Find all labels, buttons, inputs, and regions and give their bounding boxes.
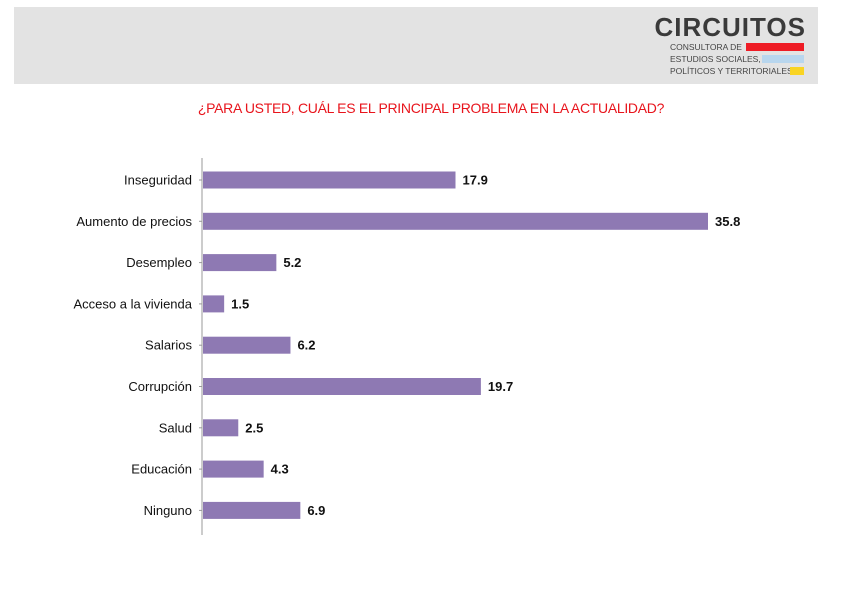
logo-line-2: ESTUDIOS SOCIALES, bbox=[670, 54, 761, 64]
bar bbox=[203, 336, 291, 354]
value-label: 1.5 bbox=[231, 296, 249, 311]
bar bbox=[203, 254, 277, 272]
category-label: Salud bbox=[159, 420, 192, 435]
value-label: 19.7 bbox=[488, 379, 513, 394]
value-label: 5.2 bbox=[283, 255, 301, 270]
category-label: Inseguridad bbox=[124, 173, 192, 188]
category-label: Aumento de precios bbox=[76, 214, 192, 229]
value-label: 4.3 bbox=[271, 462, 289, 477]
category-label: Desempleo bbox=[126, 255, 192, 270]
value-label: 6.9 bbox=[307, 503, 325, 518]
bar bbox=[203, 501, 301, 519]
value-label: 35.8 bbox=[715, 214, 740, 229]
bar-chart: Inseguridad 17.9 Aumento de precios 35.8 Des… bbox=[73, 158, 740, 535]
bar bbox=[203, 378, 481, 395]
bar bbox=[203, 460, 264, 478]
circuitos-logo: CIRCUITOS CONSULTORA DE ESTUDIOS SOCIALE… bbox=[654, 13, 806, 81]
logo-line-1: CONSULTORA DE bbox=[670, 42, 742, 52]
category-label: Corrupción bbox=[128, 379, 192, 394]
value-label: 2.5 bbox=[245, 420, 263, 435]
logo-line-3: POLÍTICOS Y TERRITORIALES bbox=[670, 66, 793, 76]
bar bbox=[203, 212, 708, 230]
category-label: Acceso a la vivienda bbox=[73, 296, 192, 311]
value-label: 17.9 bbox=[463, 173, 488, 188]
category-label: Educación bbox=[131, 462, 192, 477]
bar bbox=[203, 419, 239, 437]
value-label: 6.2 bbox=[297, 338, 315, 353]
logo-blue-bar bbox=[762, 55, 804, 63]
logo-yellow-bar bbox=[790, 67, 804, 75]
category-label: Ninguno bbox=[144, 503, 192, 518]
bar bbox=[203, 295, 225, 313]
chart-title: ¿PARA USTED, CUÁL ES EL PRINCIPAL PROBLE… bbox=[197, 100, 665, 116]
category-label: Salarios bbox=[145, 338, 192, 353]
logo-title: CIRCUITOS bbox=[654, 12, 806, 42]
header-band: CIRCUITOS CONSULTORA DE ESTUDIOS SOCIALE… bbox=[14, 7, 818, 84]
bar bbox=[203, 171, 456, 189]
logo-red-bar bbox=[746, 43, 804, 51]
